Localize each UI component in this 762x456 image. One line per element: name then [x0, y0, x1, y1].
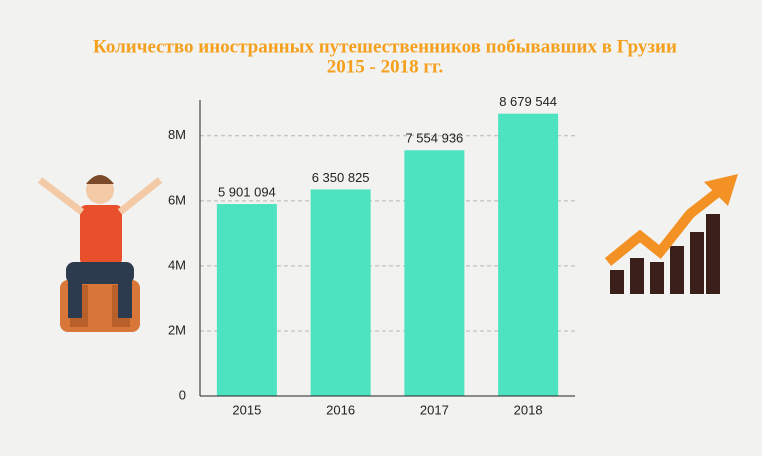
value-label: 8 679 544 [499, 94, 557, 109]
value-label: 6 350 825 [312, 170, 370, 185]
bar [404, 150, 465, 396]
y-tick-label: 2M [168, 322, 186, 337]
y-tick-label: 8M [168, 127, 186, 142]
x-tick-label: 2017 [420, 402, 449, 417]
y-tick-label: 6M [168, 192, 186, 207]
chart-subtitle: 2015 - 2018 гг. [327, 56, 443, 77]
value-label: 5 901 094 [218, 184, 276, 199]
growth-illustration [604, 174, 738, 294]
x-tick-label: 2016 [326, 402, 355, 417]
x-tick-label: 2018 [514, 402, 543, 417]
y-tick-label: 4M [168, 257, 186, 272]
traveller-illustration [37, 175, 163, 332]
bar [310, 189, 371, 396]
bar [216, 204, 277, 396]
x-tick-label: 2015 [232, 402, 261, 417]
value-label: 7 554 936 [405, 131, 463, 146]
bar [498, 113, 559, 397]
y-tick-label: 0 [179, 387, 186, 402]
chart-title: Количество иностранных путешественников … [93, 36, 677, 57]
